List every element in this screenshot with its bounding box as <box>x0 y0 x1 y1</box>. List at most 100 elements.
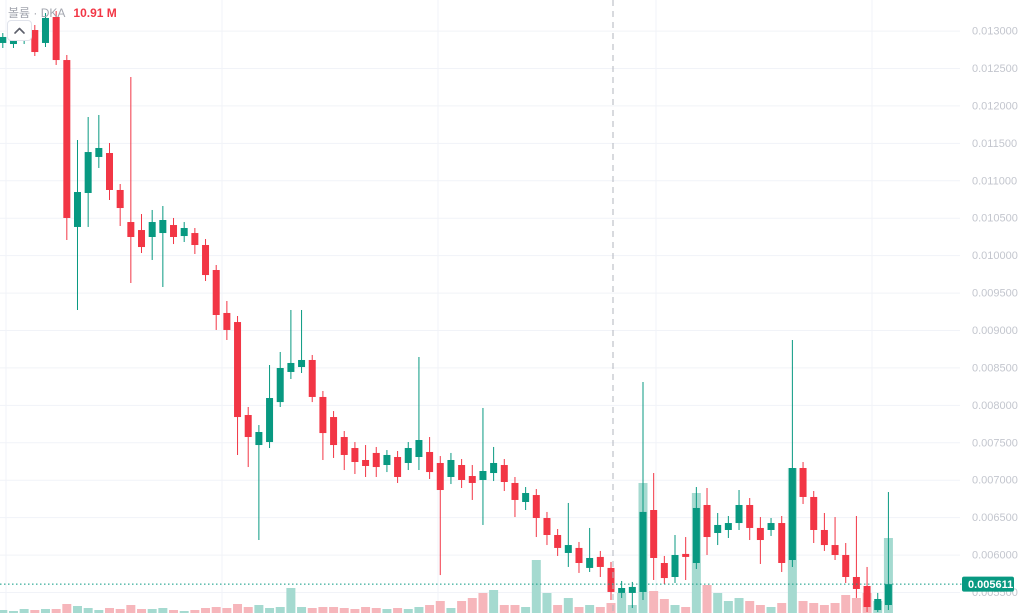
legend-series-title: 볼륨 · DKA <box>8 6 66 20</box>
candle[interactable] <box>671 535 679 583</box>
candle[interactable] <box>330 411 338 458</box>
candle[interactable] <box>586 527 594 572</box>
candle[interactable] <box>180 222 188 243</box>
candle-body <box>650 510 658 558</box>
candle[interactable] <box>266 365 274 449</box>
candle[interactable] <box>394 451 402 483</box>
candle[interactable] <box>372 446 380 477</box>
volume-bar <box>40 609 50 613</box>
candle[interactable] <box>788 340 796 567</box>
candle[interactable] <box>532 489 540 538</box>
candle[interactable] <box>223 301 231 341</box>
candle[interactable] <box>298 309 306 374</box>
candle[interactable] <box>436 456 444 576</box>
candle[interactable] <box>148 209 156 260</box>
candle[interactable] <box>820 512 828 551</box>
candle[interactable] <box>831 517 839 561</box>
candle[interactable] <box>714 512 722 546</box>
candle[interactable] <box>426 437 434 480</box>
candle[interactable] <box>202 239 210 282</box>
candle-body <box>362 459 370 466</box>
candle[interactable] <box>170 217 178 245</box>
candle[interactable] <box>0 33 7 48</box>
candle[interactable] <box>618 580 626 598</box>
candle[interactable] <box>31 25 39 56</box>
candle[interactable] <box>73 139 81 310</box>
candle-body <box>191 233 199 246</box>
volume-bar <box>510 605 520 613</box>
price-axis-tick-label: 0.012500 <box>972 63 1018 75</box>
candle[interactable] <box>319 390 327 460</box>
candle[interactable] <box>52 11 60 65</box>
candle[interactable] <box>650 473 658 580</box>
candle[interactable] <box>735 490 743 530</box>
volume-bar <box>745 601 755 613</box>
candle[interactable] <box>383 450 391 473</box>
candle[interactable] <box>874 592 882 613</box>
price-axis-tick-label: 0.006000 <box>972 550 1018 562</box>
price-axis-drag-area[interactable] <box>960 0 1024 613</box>
candle[interactable] <box>682 537 690 580</box>
candle[interactable] <box>255 425 263 541</box>
candle[interactable] <box>212 264 220 330</box>
candle[interactable] <box>276 351 284 407</box>
candle[interactable] <box>575 541 583 573</box>
collapse-pane-button[interactable] <box>7 20 32 41</box>
candle[interactable] <box>362 445 370 477</box>
candle[interactable] <box>287 309 295 380</box>
candle[interactable] <box>596 550 604 577</box>
candle[interactable] <box>660 555 668 585</box>
candle[interactable] <box>778 515 786 572</box>
candle[interactable] <box>522 487 530 511</box>
candle[interactable] <box>106 142 113 201</box>
candle[interactable] <box>159 206 167 288</box>
candle[interactable] <box>244 406 252 468</box>
volume-bar <box>72 606 82 613</box>
candle[interactable] <box>116 183 124 226</box>
candle[interactable] <box>756 517 764 564</box>
candle[interactable] <box>458 459 466 488</box>
current-price-tag <box>962 576 1014 592</box>
candle[interactable] <box>842 543 850 583</box>
candle[interactable] <box>351 442 359 474</box>
candle[interactable] <box>95 114 103 168</box>
candle[interactable] <box>628 581 636 608</box>
volume-bar <box>489 590 499 613</box>
candle[interactable] <box>724 515 732 538</box>
candle[interactable] <box>138 214 146 254</box>
candle[interactable] <box>554 529 562 556</box>
candle[interactable] <box>308 354 316 403</box>
candle[interactable] <box>340 431 348 471</box>
candle[interactable] <box>41 13 49 48</box>
candle[interactable] <box>127 77 135 284</box>
candle[interactable] <box>767 518 775 536</box>
candle[interactable] <box>703 487 711 555</box>
candle[interactable] <box>884 492 892 611</box>
candle[interactable] <box>490 446 498 482</box>
candle[interactable] <box>746 498 754 541</box>
volume-bar <box>585 605 595 613</box>
candle[interactable] <box>543 511 551 546</box>
candle[interactable] <box>468 465 476 500</box>
candle[interactable] <box>415 356 423 471</box>
candle[interactable] <box>607 561 615 600</box>
candle-body <box>628 586 636 593</box>
candle[interactable] <box>799 462 807 505</box>
candle[interactable] <box>191 228 199 254</box>
candle-body <box>319 396 327 434</box>
candle[interactable] <box>447 452 455 485</box>
candle[interactable] <box>63 55 71 240</box>
candle[interactable] <box>852 515 860 598</box>
candle[interactable] <box>564 502 572 567</box>
candle[interactable] <box>404 442 412 471</box>
candle[interactable] <box>863 566 871 613</box>
candle[interactable] <box>500 459 508 491</box>
candle[interactable] <box>692 487 700 569</box>
candle[interactable] <box>639 381 647 600</box>
candle[interactable] <box>84 117 92 227</box>
candle[interactable] <box>511 476 519 518</box>
candle[interactable] <box>234 316 242 455</box>
candle[interactable] <box>810 490 818 544</box>
candle[interactable] <box>479 407 487 525</box>
